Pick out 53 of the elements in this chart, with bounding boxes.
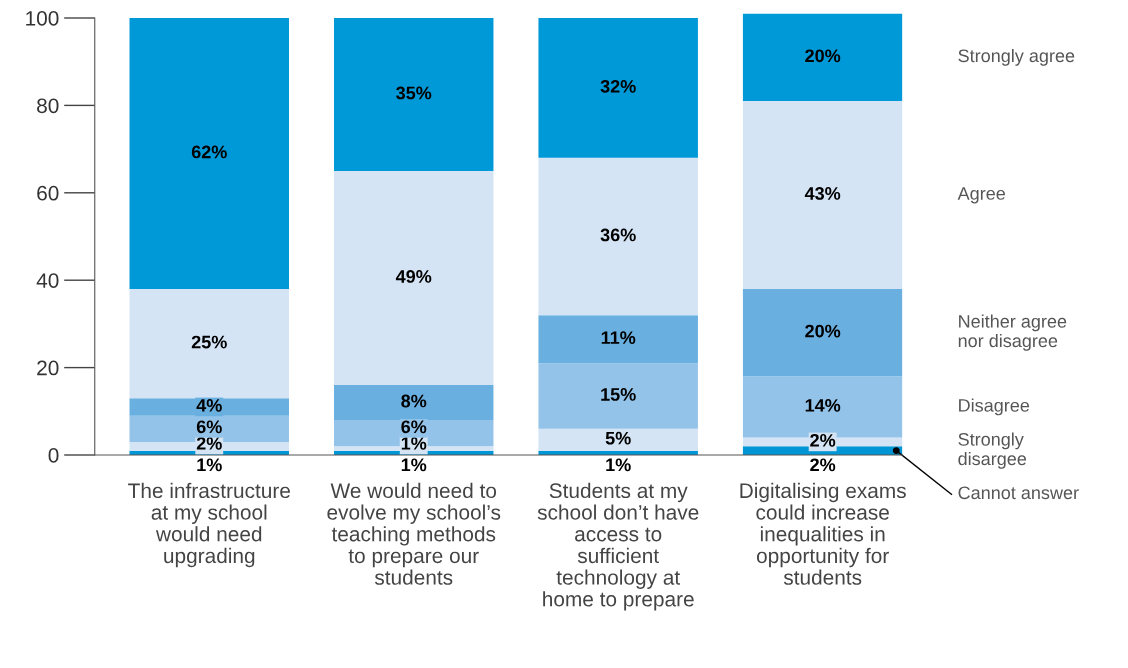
data-label: 15% (601, 388, 636, 401)
data-label: 43% (804, 187, 841, 200)
y-tick-label: 40 (36, 273, 59, 288)
bar (333, 18, 494, 171)
data-label: 11% (601, 331, 636, 345)
x-tick-label: Digitalising exams could increase inequalities in opportunity for students (740, 482, 906, 585)
text: Strongly agree (958, 48, 1075, 66)
bar (129, 18, 289, 289)
data-label: 2% (810, 458, 836, 472)
bar (538, 363, 698, 429)
data-label: 8% (401, 394, 427, 408)
text: Strongly disargee (958, 432, 1027, 469)
text: Cannot answer (958, 486, 1079, 500)
text: Disagree (959, 398, 1030, 416)
y-tick-label: 0 (48, 448, 59, 463)
x-tick-label: We would need to evolve my school’s teaching methods to prepare our students (327, 482, 501, 585)
data-label: 35% (396, 86, 432, 100)
bar (538, 18, 698, 158)
data-label: 1% (401, 458, 427, 472)
y-tick-label: 20 (37, 360, 59, 376)
data-label: 20% (805, 49, 841, 63)
x-tick-label: Students at my school don’t have access to sufficient technology at home to prepare (537, 482, 699, 611)
data-label: 32% (600, 79, 636, 93)
bar (742, 288, 903, 377)
data-label: 25% (191, 335, 227, 349)
data-label: 6% (196, 420, 222, 434)
data-label: 20% (805, 324, 841, 338)
y-tick-label: 100 (26, 11, 59, 26)
text: Agree (957, 187, 1005, 204)
text: Neither agree nor disagree (958, 314, 1067, 351)
bar (742, 13, 903, 102)
bar (538, 157, 698, 316)
data-label: 4% (196, 399, 222, 412)
bar (538, 315, 698, 364)
bar (333, 170, 494, 386)
data-label: 6% (401, 420, 427, 434)
y-tick-label: 60 (37, 185, 59, 201)
x-tick-label: The infrastructure at my school would need upgrading (128, 482, 290, 568)
data-label: 36% (600, 228, 636, 242)
bar (129, 288, 289, 399)
data-label: 1% (606, 458, 631, 472)
bar (742, 101, 903, 289)
data-label: 2% (196, 437, 222, 450)
bar (538, 428, 698, 451)
data-label: 1% (401, 437, 427, 450)
data-label: 49% (395, 270, 432, 283)
data-label: 62% (191, 145, 227, 159)
y-tick-label: 80 (37, 98, 59, 114)
data-label: 2% (810, 433, 836, 447)
data-label: 14% (805, 399, 841, 412)
bar (333, 385, 494, 421)
data-label: 1% (197, 458, 222, 472)
data-label: 5% (605, 431, 631, 445)
